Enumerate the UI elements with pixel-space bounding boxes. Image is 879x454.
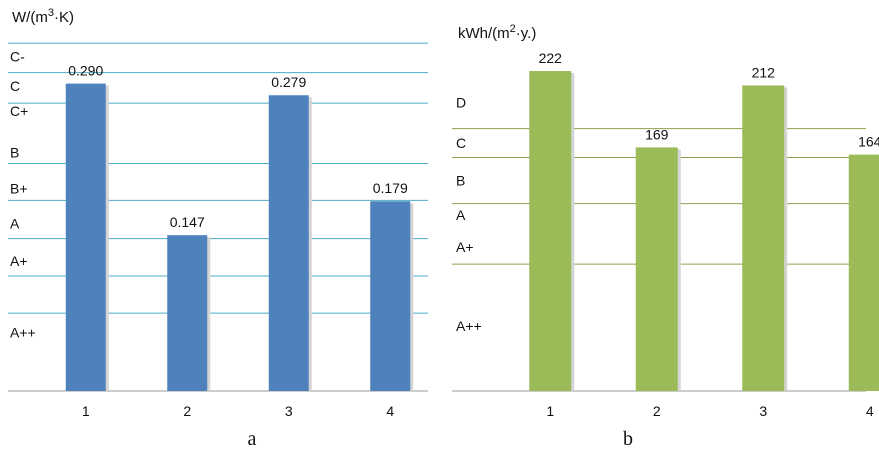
class-label-Aplusplus: A++	[456, 318, 482, 334]
class-label-Aplus: A+	[10, 253, 28, 269]
class-label-Cminus: C-	[10, 49, 25, 65]
class-label-A: A	[10, 216, 20, 232]
chart-b: kWh/(m2·y.) D C B A A+ A++ 222 1 169 2 212 3 164 4 b	[452, 23, 879, 450]
class-label-Cplus: C+	[10, 103, 28, 119]
x-tick-label: 3	[759, 403, 767, 419]
class-label-C: C	[10, 78, 20, 94]
panel-label: a	[248, 428, 257, 450]
bar	[167, 235, 208, 391]
x-tick-label: 1	[82, 403, 90, 419]
class-label-B: B	[456, 173, 465, 189]
class-label-Aplus: A+	[456, 239, 474, 255]
chart-a: W/(m3·K) C- C C+ B B+ A A+ A++ 0.290 1 0.147 2 0.279 3…	[8, 7, 428, 450]
bar	[529, 71, 572, 391]
class-label-D: D	[456, 95, 466, 111]
x-tick-label: 4	[866, 403, 874, 419]
class-label-Aplusplus: A++	[10, 325, 36, 341]
bar	[370, 201, 411, 391]
y-axis-label: W/(m3·K)	[12, 7, 74, 26]
panel-label: b	[623, 428, 633, 450]
x-tick-label: 1	[546, 403, 554, 419]
data-label: 212	[752, 64, 776, 80]
data-label: 164	[858, 134, 879, 150]
x-tick-label: 3	[285, 403, 293, 419]
bar	[742, 85, 785, 391]
bar	[848, 154, 879, 391]
class-label-A: A	[456, 207, 466, 223]
data-label: 0.179	[373, 180, 408, 196]
data-label: 0.279	[271, 74, 306, 90]
x-tick-label: 4	[386, 403, 394, 419]
x-tick-label: 2	[653, 403, 661, 419]
y-axis-label: kWh/(m2·y.)	[458, 23, 536, 42]
class-label-Bplus: B+	[10, 180, 28, 196]
bar	[635, 147, 678, 391]
data-label: 0.290	[68, 63, 103, 79]
data-label: 169	[645, 126, 669, 142]
x-tick-label: 2	[183, 403, 191, 419]
class-label-B: B	[10, 144, 19, 160]
bar	[268, 95, 309, 392]
bar	[65, 83, 106, 391]
class-label-C: C	[456, 135, 466, 151]
data-label: 0.147	[170, 214, 205, 230]
data-label: 222	[539, 50, 563, 66]
